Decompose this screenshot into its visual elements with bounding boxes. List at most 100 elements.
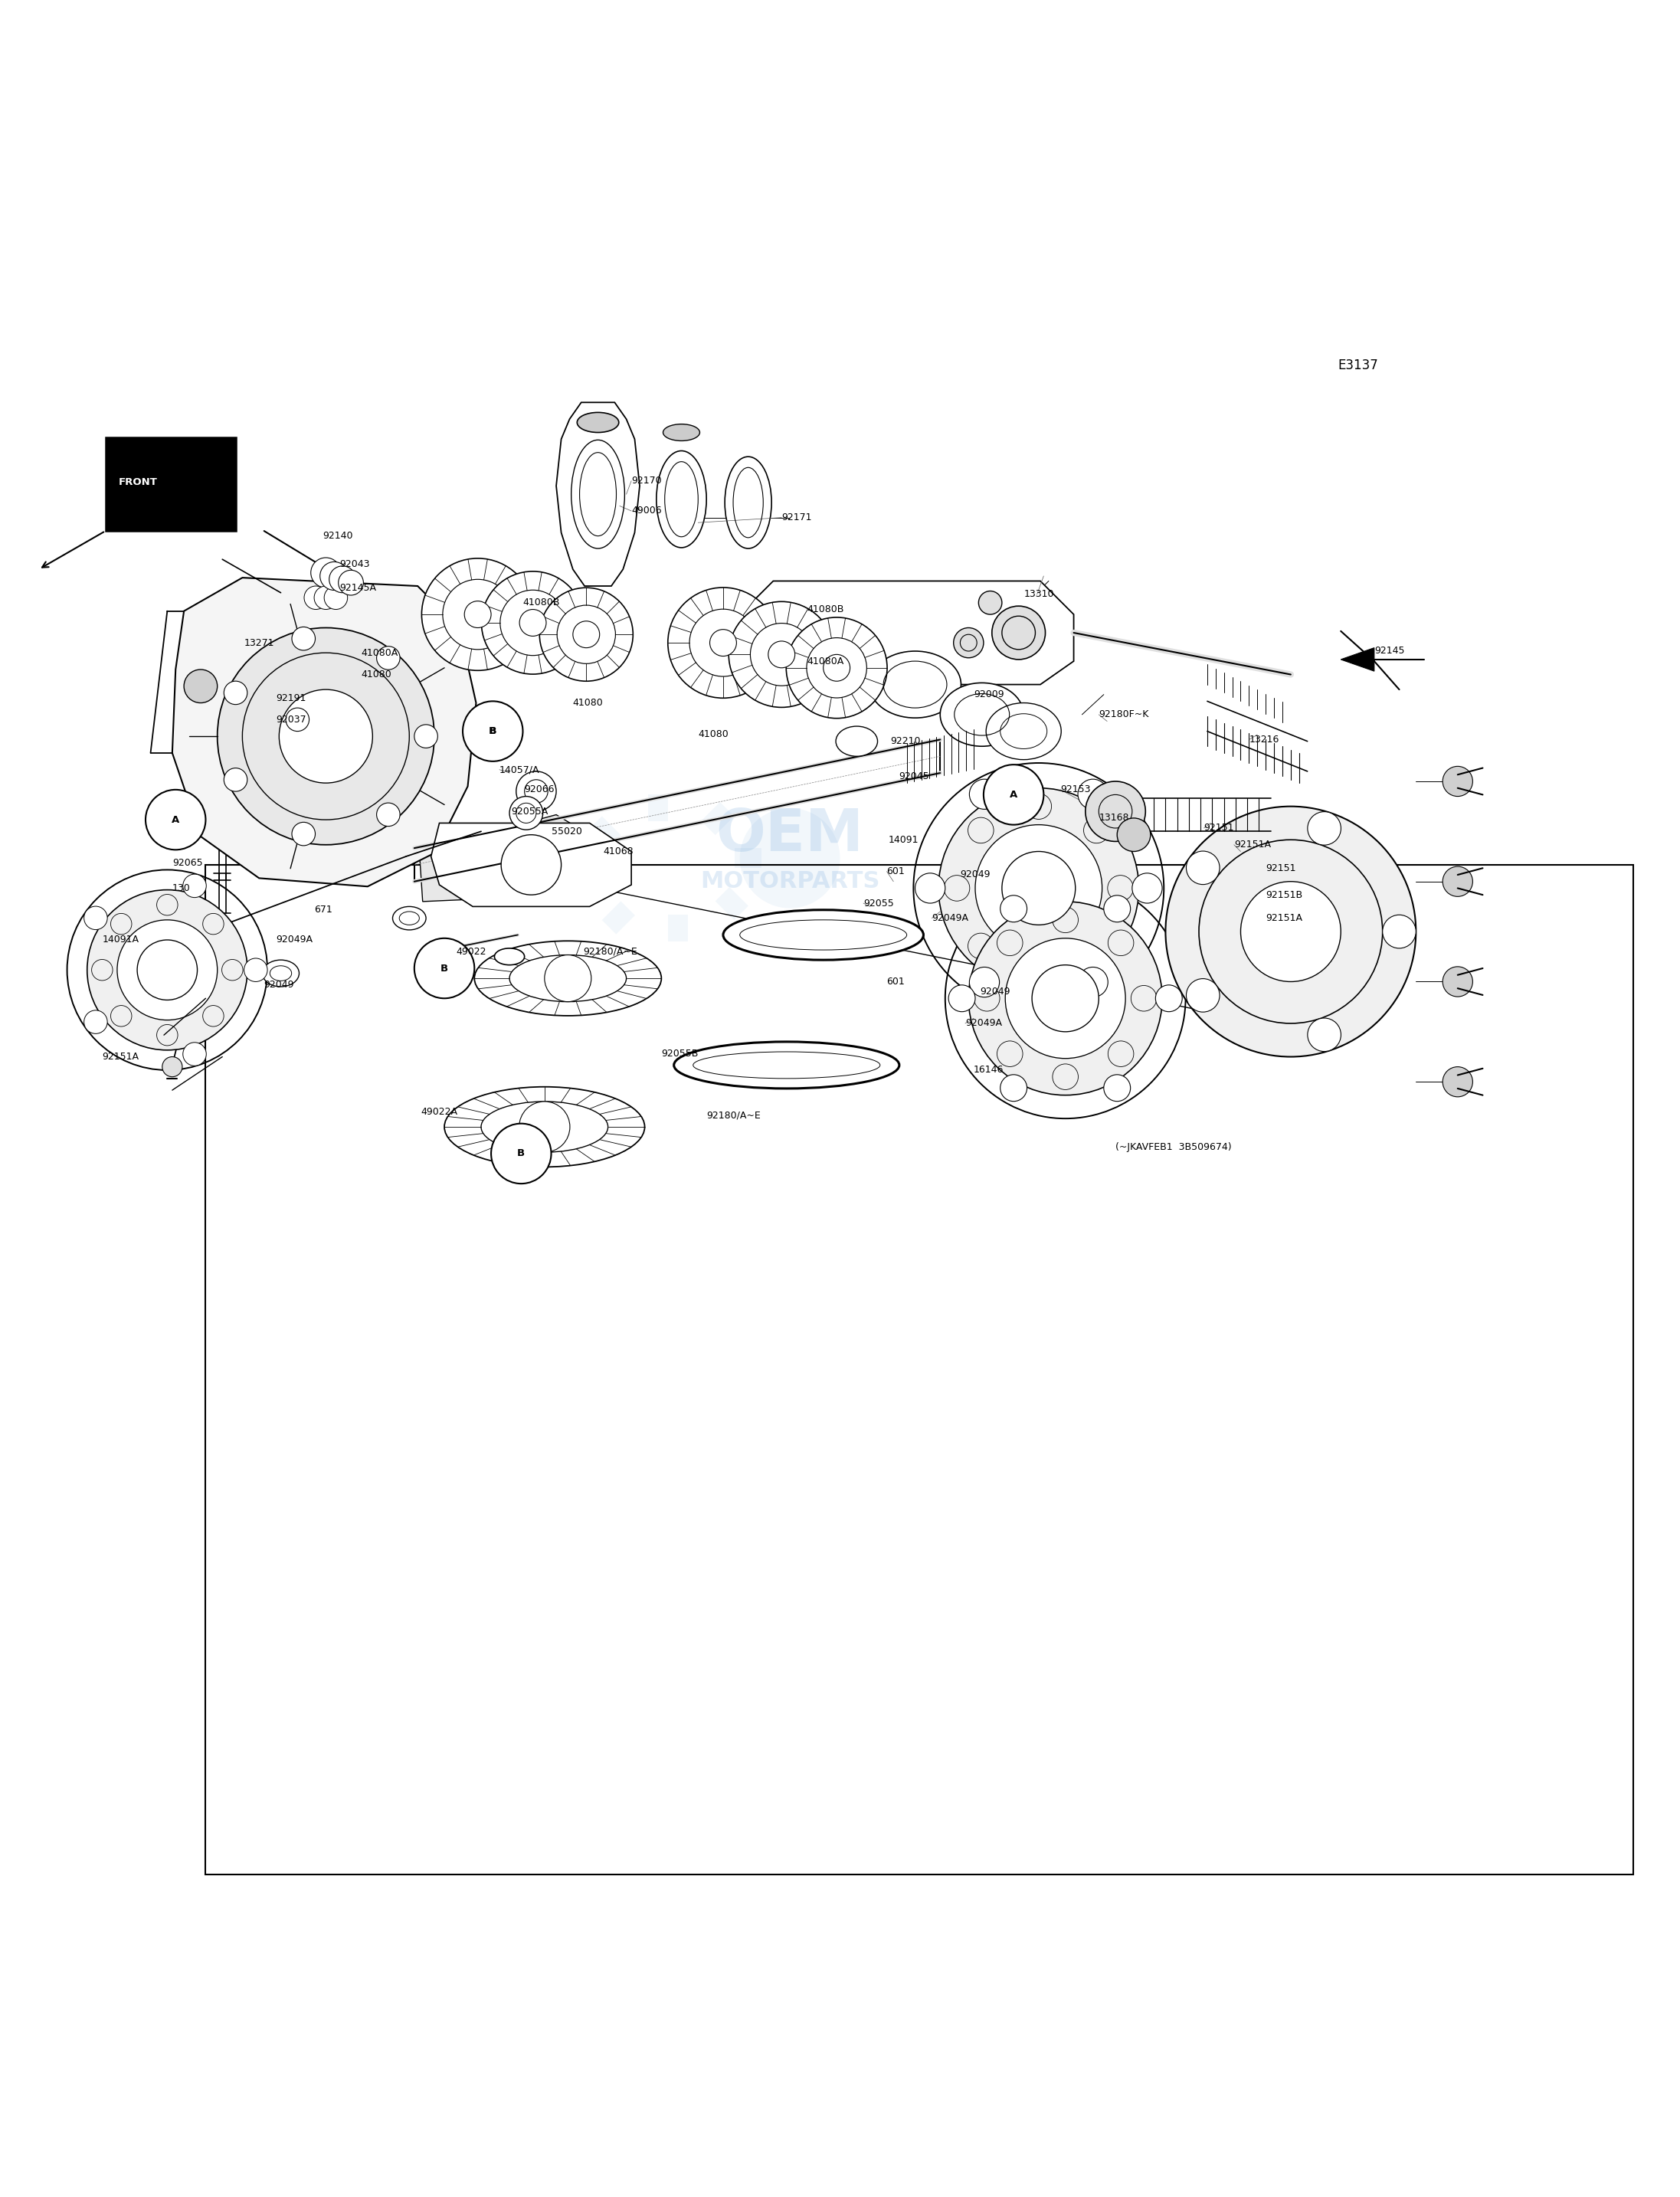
Ellipse shape [941,683,1023,747]
Text: 13310: 13310 [1023,589,1053,600]
Circle shape [1085,782,1146,841]
Circle shape [415,938,474,997]
Ellipse shape [445,1088,645,1167]
Circle shape [823,655,850,681]
Ellipse shape [986,703,1062,760]
Circle shape [1000,896,1026,923]
Text: 41080B: 41080B [522,598,559,609]
Text: 92049A: 92049A [966,1019,1001,1028]
Polygon shape [106,437,235,532]
Polygon shape [1341,648,1374,670]
Circle shape [319,562,348,591]
Text: 92037: 92037 [276,714,306,725]
Circle shape [324,587,348,609]
Text: 49022: 49022 [455,947,486,956]
Text: A: A [1010,789,1018,800]
Circle shape [183,670,217,703]
Ellipse shape [674,1041,899,1088]
Circle shape [376,802,400,826]
Text: 16146: 16146 [973,1066,1003,1074]
Circle shape [669,587,778,699]
Text: 92055B: 92055B [662,1048,699,1059]
Circle shape [183,874,207,899]
Text: 92191: 92191 [276,692,306,703]
Bar [588,817,622,850]
Polygon shape [739,580,1074,685]
Circle shape [969,780,1000,808]
Ellipse shape [657,450,707,547]
Circle shape [954,628,983,657]
Text: B: B [517,1149,526,1158]
Ellipse shape [722,910,924,960]
Text: 92151: 92151 [1265,863,1295,872]
Ellipse shape [724,457,771,549]
Text: (~JKAVFEB1  3B509674): (~JKAVFEB1 3B509674) [1116,1142,1231,1151]
Text: 92045: 92045 [899,771,929,782]
Circle shape [462,701,522,762]
Text: 92151A: 92151A [1235,839,1270,850]
Circle shape [974,824,1102,951]
Circle shape [1104,1074,1131,1101]
Bar [734,848,761,868]
Bar [205,866,1633,1874]
Circle shape [1001,852,1075,925]
Text: 41080B: 41080B [806,604,843,615]
Circle shape [292,822,316,846]
Circle shape [1443,866,1473,896]
Circle shape [1307,811,1341,846]
Text: 92049A: 92049A [932,914,969,923]
Text: 92049A: 92049A [276,936,312,945]
Text: 92049: 92049 [264,980,294,991]
Text: 92145: 92145 [1374,646,1404,657]
Polygon shape [173,578,475,888]
Circle shape [163,1057,181,1077]
Circle shape [1079,780,1107,808]
Text: 130: 130 [173,883,190,894]
Circle shape [983,765,1043,824]
Text: 14091: 14091 [889,835,919,844]
Circle shape [1005,938,1126,1059]
Circle shape [1186,850,1220,885]
Bar [701,802,734,835]
Circle shape [84,907,108,929]
Bar [716,888,748,921]
Text: 92009: 92009 [973,690,1005,699]
Text: 13271: 13271 [244,637,274,648]
Text: B: B [440,962,449,973]
Circle shape [314,587,338,609]
Text: 92065: 92065 [173,859,203,868]
Circle shape [516,771,556,811]
Circle shape [1000,1074,1026,1101]
Text: 92180/A~E: 92180/A~E [583,947,637,956]
Circle shape [311,558,341,589]
Ellipse shape [837,727,877,756]
Circle shape [1240,881,1341,982]
Circle shape [519,1101,570,1151]
Polygon shape [432,824,632,907]
Circle shape [1079,967,1107,997]
Circle shape [969,901,1163,1094]
Text: 49006: 49006 [632,505,662,516]
Circle shape [501,835,561,894]
Circle shape [991,606,1045,659]
Circle shape [415,725,438,747]
Polygon shape [420,815,598,901]
Circle shape [573,622,600,648]
Circle shape [519,609,546,637]
Text: 92055A: 92055A [511,806,548,817]
Circle shape [969,967,1000,997]
Circle shape [916,872,946,903]
Circle shape [978,591,1001,615]
Circle shape [146,789,205,850]
Circle shape [491,1123,551,1184]
Circle shape [469,707,516,754]
Circle shape [84,1011,108,1033]
Circle shape [482,571,585,674]
Text: B: B [489,727,496,736]
Circle shape [464,602,491,628]
Text: 92151B: 92151B [1265,890,1302,901]
Circle shape [279,690,373,782]
Text: 92055: 92055 [864,899,894,907]
Circle shape [1383,914,1416,949]
Circle shape [1032,964,1099,1033]
